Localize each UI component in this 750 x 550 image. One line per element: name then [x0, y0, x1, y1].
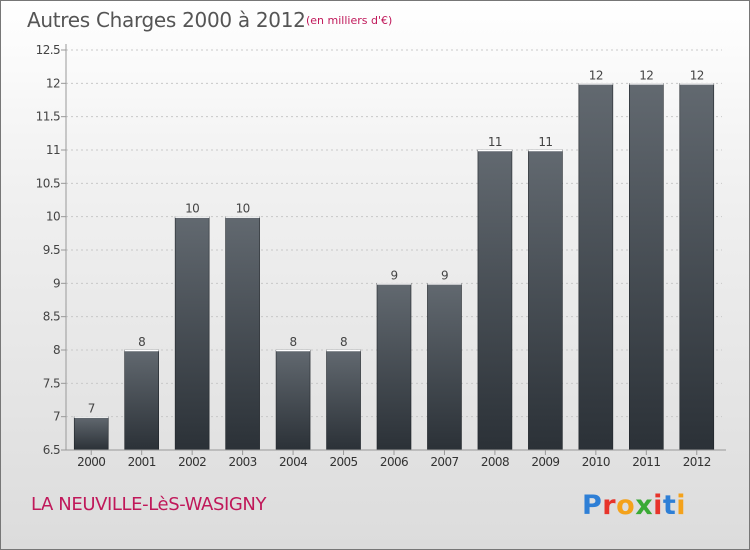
y-tick-label: 12.5	[36, 43, 60, 57]
data-label: 10	[236, 202, 250, 216]
x-tick-label: 2012	[683, 455, 711, 469]
town-name: LA NEUVILLE-LèS-WASIGNY	[31, 494, 267, 515]
proxiti-logo[interactable]: Proxiti	[582, 490, 686, 521]
y-tick-label: 11.5	[36, 110, 60, 124]
x-tick-label: 2009	[531, 455, 559, 469]
data-label: 12	[690, 68, 704, 82]
y-tick-label: 10.5	[36, 176, 60, 190]
y-tick-label: 7	[53, 410, 60, 424]
y-tick-label: 7.5	[43, 376, 60, 390]
bar	[477, 149, 513, 451]
bar	[225, 216, 260, 451]
y-tick-label: 8	[53, 343, 60, 357]
bar	[73, 416, 109, 451]
logo-letter: x	[635, 490, 654, 521]
logo-letter: t	[662, 490, 677, 521]
x-tick-label: 2010	[582, 455, 610, 469]
data-label: 7	[88, 402, 95, 416]
x-tick-label: 2003	[229, 455, 257, 469]
x-tick-label: 2002	[178, 455, 206, 469]
x-tick-label: 2004	[279, 455, 307, 469]
data-label: 8	[138, 335, 145, 349]
x-tick-label: 2005	[329, 455, 357, 469]
data-label: 9	[390, 268, 397, 282]
data-label: 8	[290, 335, 297, 349]
chart-title: Autres Charges 2000 à 2012	[27, 8, 306, 32]
bar	[174, 216, 210, 451]
bar	[326, 349, 361, 451]
bar	[629, 83, 664, 451]
x-tick-label: 2007	[430, 455, 458, 469]
x-tick-label: 2011	[632, 455, 660, 469]
bar	[679, 83, 715, 451]
data-label: 11	[488, 135, 502, 149]
y-tick-label: 9.5	[43, 243, 60, 257]
y-tick-label: 9	[53, 276, 60, 290]
x-tick-label: 2000	[77, 455, 105, 469]
bar	[427, 283, 462, 451]
y-tick-label: 10	[46, 210, 60, 224]
y-tick-label: 8.5	[43, 310, 60, 324]
x-tick-label: 2001	[128, 455, 156, 469]
logo-letter: r	[602, 490, 617, 521]
bar	[528, 149, 563, 451]
y-tick-label: 6.5	[43, 443, 60, 457]
chart-subtitle: (en milliers d'€)	[306, 14, 393, 27]
logo-letter: i	[653, 490, 663, 521]
logo-letter: o	[616, 490, 636, 521]
y-tick-label: 12	[46, 76, 60, 90]
data-label: 11	[538, 135, 552, 149]
logo-letter: i	[676, 490, 687, 521]
bar	[275, 349, 311, 451]
logo-letter: P	[582, 490, 603, 521]
x-tick-label: 2008	[481, 455, 509, 469]
bar	[124, 349, 159, 451]
bar	[376, 283, 412, 451]
y-tick-label: 11	[46, 143, 60, 157]
data-label: 8	[340, 335, 347, 349]
data-label: 12	[589, 68, 603, 82]
bar	[578, 83, 614, 451]
data-label: 12	[639, 68, 653, 82]
data-label: 9	[441, 268, 448, 282]
x-tick-label: 2006	[380, 455, 408, 469]
data-label: 10	[185, 202, 199, 216]
